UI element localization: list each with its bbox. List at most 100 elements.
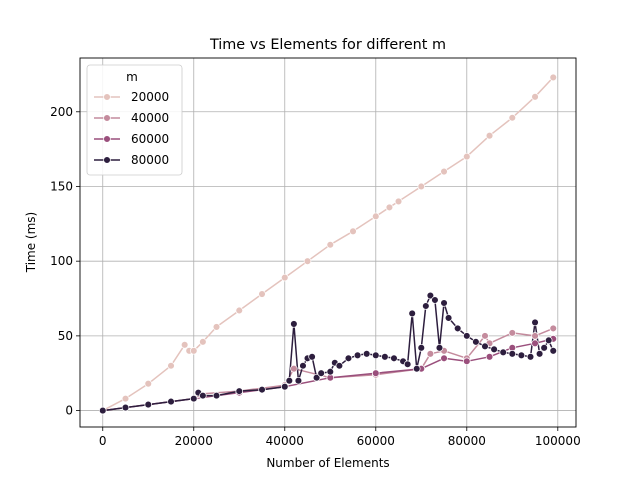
chart-title: Time vs Elements for different m <box>209 37 446 53</box>
data-point <box>312 373 321 382</box>
legend-swatch-marker <box>103 156 111 164</box>
data-point <box>408 309 416 318</box>
x-tick-label: 100000 <box>535 434 581 448</box>
data-point <box>403 360 412 369</box>
legend-label: 20000 <box>131 90 169 104</box>
legend-label: 60000 <box>131 132 169 146</box>
data-point <box>99 406 107 415</box>
data-point <box>485 131 494 140</box>
data-point <box>481 332 489 340</box>
data-point <box>440 354 448 363</box>
data-point <box>463 332 471 340</box>
data-point <box>349 227 357 236</box>
data-point <box>444 314 453 322</box>
data-point <box>294 376 303 385</box>
data-point <box>531 93 539 101</box>
legend-swatch-marker <box>103 135 111 143</box>
data-point <box>326 240 335 249</box>
data-point <box>394 197 403 206</box>
data-point <box>362 350 371 358</box>
data-point <box>381 353 389 361</box>
data-point <box>281 382 289 391</box>
data-point <box>372 351 380 360</box>
x-tick-label: 20000 <box>175 434 213 448</box>
data-point <box>167 397 175 406</box>
data-point <box>544 336 553 345</box>
data-point <box>212 323 221 331</box>
data-point <box>199 391 207 400</box>
data-point <box>531 339 539 348</box>
data-point <box>463 357 471 366</box>
data-point <box>426 291 435 300</box>
data-point <box>412 364 421 373</box>
x-tick-label: 40000 <box>266 434 304 448</box>
data-point <box>535 350 544 358</box>
legend-swatch-marker <box>103 93 111 101</box>
legend: m 20000 40000 60000 80000 <box>86 64 183 176</box>
data-point <box>526 353 535 361</box>
data-point <box>308 353 316 361</box>
data-point <box>440 299 448 307</box>
data-point <box>508 114 517 122</box>
data-point <box>531 332 539 340</box>
y-tick-label: 200 <box>50 105 73 119</box>
data-point <box>499 348 507 357</box>
data-point <box>167 361 175 370</box>
data-point <box>144 400 153 409</box>
data-point <box>372 212 380 221</box>
y-tick-label: 0 <box>65 404 73 418</box>
data-point <box>435 344 444 352</box>
data-point <box>281 273 289 282</box>
data-point <box>431 296 439 304</box>
y-axis-label: Time (ms) <box>24 212 38 274</box>
x-axis-label: Number of Elements <box>266 456 389 470</box>
data-point <box>344 354 353 363</box>
legend-label: 40000 <box>131 111 169 125</box>
x-tick-label: 60000 <box>357 434 395 448</box>
data-point <box>385 203 394 212</box>
data-point <box>508 350 517 358</box>
data-point <box>212 391 221 400</box>
data-point <box>121 394 130 403</box>
data-point <box>540 344 548 352</box>
data-point <box>235 387 244 395</box>
data-point <box>299 361 307 370</box>
data-point <box>317 369 325 377</box>
legend-box <box>86 64 183 176</box>
data-point <box>440 167 448 176</box>
y-tick-label: 150 <box>50 179 73 193</box>
x-tick-label: 0 <box>99 434 107 448</box>
data-point <box>199 338 207 346</box>
data-point <box>508 329 517 337</box>
data-point <box>290 364 298 373</box>
data-point <box>285 376 294 385</box>
data-point <box>549 73 557 82</box>
data-point <box>326 367 335 376</box>
data-point <box>417 182 426 191</box>
legend-swatch-marker <box>103 114 111 122</box>
data-point <box>290 320 298 328</box>
data-layer <box>99 73 557 415</box>
data-point <box>144 379 153 388</box>
data-point <box>472 338 480 346</box>
data-point <box>303 257 312 265</box>
x-tick-label: 80000 <box>448 434 486 448</box>
plot-frame <box>79 57 577 428</box>
data-point <box>549 324 557 333</box>
data-point <box>372 369 380 377</box>
data-point <box>353 351 362 360</box>
y-tick-label: 100 <box>50 254 73 268</box>
tick-layer: 0 20000 40000 60000 80000 100000 0 50 100 150 200 <box>50 105 581 448</box>
data-point <box>190 394 198 403</box>
data-point <box>190 347 198 355</box>
data-point <box>335 361 344 370</box>
legend-title: m <box>126 70 138 84</box>
y-tick-label: 50 <box>58 329 73 343</box>
data-point <box>258 290 266 298</box>
data-point <box>481 342 489 351</box>
data-point <box>463 152 471 161</box>
data-point <box>417 344 426 352</box>
data-point <box>490 345 498 354</box>
legend-label: 80000 <box>131 153 169 167</box>
